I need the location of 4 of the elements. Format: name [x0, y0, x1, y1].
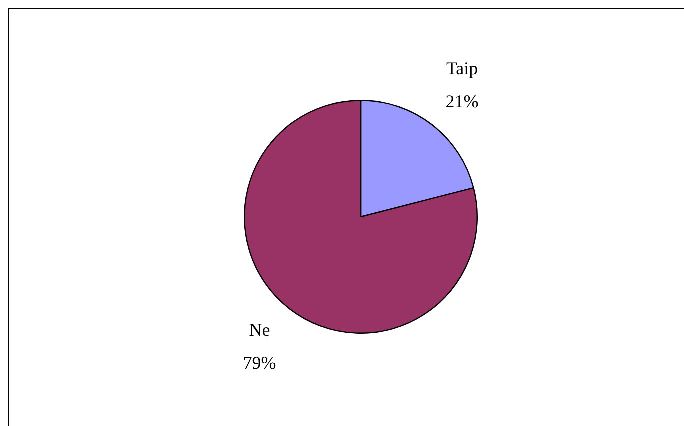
- slice-label: Taip: [446, 58, 478, 79]
- data-label: 21%: [446, 92, 479, 112]
- slice-label: Ne: [249, 320, 270, 340]
- data-label: 79%: [243, 352, 276, 373]
